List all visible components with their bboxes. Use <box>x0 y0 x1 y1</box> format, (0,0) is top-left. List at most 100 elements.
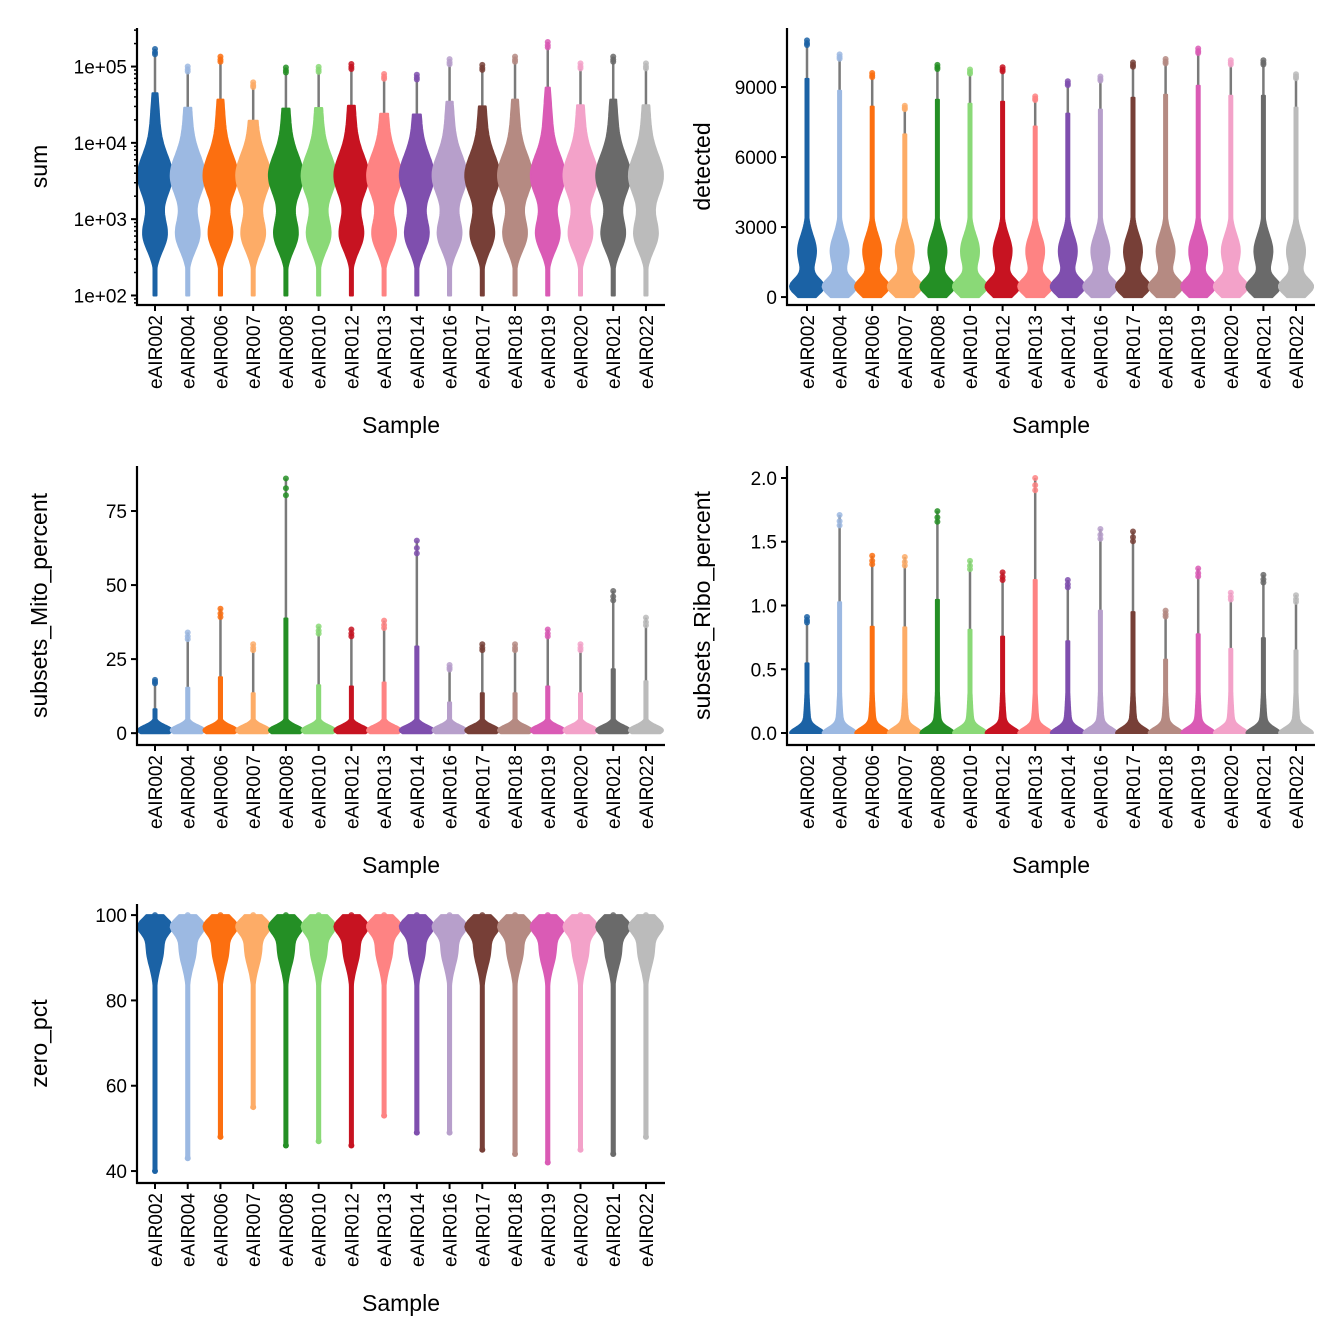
outlier-point <box>282 485 289 492</box>
x-tick-label: eAIR017 <box>1124 755 1145 829</box>
outlier-point <box>479 912 486 919</box>
y-tick-label: 75 <box>106 502 127 523</box>
outlier-point <box>512 1150 519 1157</box>
outlier-point <box>642 614 649 621</box>
x-tick-label: eAIR014 <box>408 1193 429 1267</box>
outlier-point <box>250 1104 257 1111</box>
violin-eAIR012 <box>984 635 1021 734</box>
x-tick-label: eAIR017 <box>473 315 494 389</box>
outlier-point <box>315 630 322 637</box>
outlier-point <box>184 912 191 919</box>
x-tick-label: eAIR021 <box>1254 755 1275 829</box>
outlier-point <box>642 622 649 629</box>
outlier-point <box>446 666 453 673</box>
violin-eAIR007 <box>235 914 272 1109</box>
outlier-point <box>250 912 257 919</box>
outlier-point <box>315 912 322 919</box>
violin-eAIR012 <box>333 914 370 1147</box>
violin-eAIR014 <box>1049 112 1086 299</box>
x-tick-label: eAIR010 <box>961 315 982 389</box>
y-tick-label: 60 <box>106 1077 127 1098</box>
outlier-point <box>1064 584 1071 591</box>
violin-eAIR018 <box>497 98 533 297</box>
violin-eAIR008 <box>919 598 956 734</box>
x-axis-title: Sample <box>1012 852 1090 878</box>
x-tick-label: eAIR008 <box>928 755 949 829</box>
x-tick-label: eAIR004 <box>831 315 852 389</box>
outlier-point <box>642 65 649 72</box>
outlier-point <box>1162 613 1169 620</box>
outlier-point <box>1227 61 1234 68</box>
violin-eAIR006 <box>202 676 239 735</box>
violin-eAIR004 <box>821 601 858 734</box>
outlier-point <box>1162 60 1169 67</box>
outlier-point <box>413 912 420 919</box>
outlier-point <box>1097 525 1104 532</box>
x-tick-label: eAIR018 <box>506 315 527 389</box>
outlier-point <box>282 912 289 919</box>
x-tick-label: eAIR017 <box>473 755 494 829</box>
violin-eAIR018 <box>497 692 533 735</box>
outlier-point <box>1260 61 1267 68</box>
violin-eAIR012 <box>984 100 1021 299</box>
violin-eAIR018 <box>1147 658 1184 734</box>
x-tick-label: eAIR022 <box>637 1193 658 1267</box>
violin-eAIR013 <box>366 112 403 297</box>
outlier-point <box>152 912 158 919</box>
x-tick-label: eAIR016 <box>1091 315 1112 389</box>
violin-eAIR017 <box>464 105 501 297</box>
outlier-point <box>1032 474 1039 481</box>
outlier-point <box>446 1129 453 1136</box>
violin-eAIR017 <box>464 914 501 1151</box>
x-tick-label: eAIR014 <box>1059 755 1080 829</box>
x-tick-label: eAIR019 <box>539 755 560 829</box>
outlier-point <box>1097 77 1104 84</box>
outlier-point <box>544 1159 551 1166</box>
x-tick-label: eAIR002 <box>146 755 167 829</box>
y-tick-label: 1e+03 <box>74 210 127 231</box>
violin-eAIR017 <box>1115 611 1151 734</box>
x-axis-title: Sample <box>1012 412 1090 438</box>
outlier-point <box>152 1168 158 1175</box>
y-tick-label: 1e+02 <box>74 286 127 307</box>
y-axis-title: detected <box>689 122 715 210</box>
x-tick-label: eAIR020 <box>1222 755 1243 829</box>
x-tick-label: eAIR007 <box>244 315 265 389</box>
outlier-point <box>642 912 649 919</box>
x-tick-label: eAIR002 <box>798 315 819 389</box>
violin-eAIR004 <box>169 106 206 297</box>
y-tick-label: 1.5 <box>751 533 777 554</box>
outlier-point <box>869 74 876 81</box>
outlier-point <box>184 1155 191 1162</box>
outlier-point <box>804 619 810 626</box>
violin-eAIR006 <box>202 914 239 1138</box>
y-tick-label: 1e+05 <box>74 58 127 79</box>
panel-detected: eAIR002 eAIR004 eAIR006 eAIR007 eAIR008 eAIR0… <box>689 28 1315 438</box>
x-tick-label: eAIR018 <box>506 755 527 829</box>
x-tick-label: eAIR019 <box>539 1193 560 1267</box>
x-tick-label: eAIR022 <box>1287 755 1308 829</box>
outlier-point <box>869 552 876 559</box>
violin-eAIR018 <box>1147 93 1184 299</box>
outlier-point <box>479 66 486 73</box>
outlier-point <box>250 83 257 90</box>
x-tick-label: eAIR021 <box>1254 315 1275 389</box>
violin-eAIR019 <box>1180 633 1217 734</box>
x-tick-label: eAIR013 <box>375 315 396 389</box>
outlier-point <box>1195 565 1202 572</box>
x-tick-label: eAIR006 <box>211 315 232 389</box>
violin-eAIR022 <box>627 104 664 297</box>
violin-eAIR017 <box>464 692 501 735</box>
outlier-point <box>152 680 158 687</box>
violin-eAIR008 <box>267 617 304 735</box>
outlier-point <box>836 511 843 518</box>
outlier-point <box>1032 96 1039 103</box>
x-tick-label: eAIR010 <box>310 315 331 389</box>
outlier-point <box>610 1150 617 1157</box>
outlier-point <box>217 613 224 620</box>
violin-eAIR014 <box>398 645 435 735</box>
violin-eAIR002 <box>137 708 173 735</box>
violin-eAIR006 <box>202 98 239 297</box>
x-tick-label: eAIR006 <box>211 755 232 829</box>
violin-eAIR020 <box>562 692 599 735</box>
